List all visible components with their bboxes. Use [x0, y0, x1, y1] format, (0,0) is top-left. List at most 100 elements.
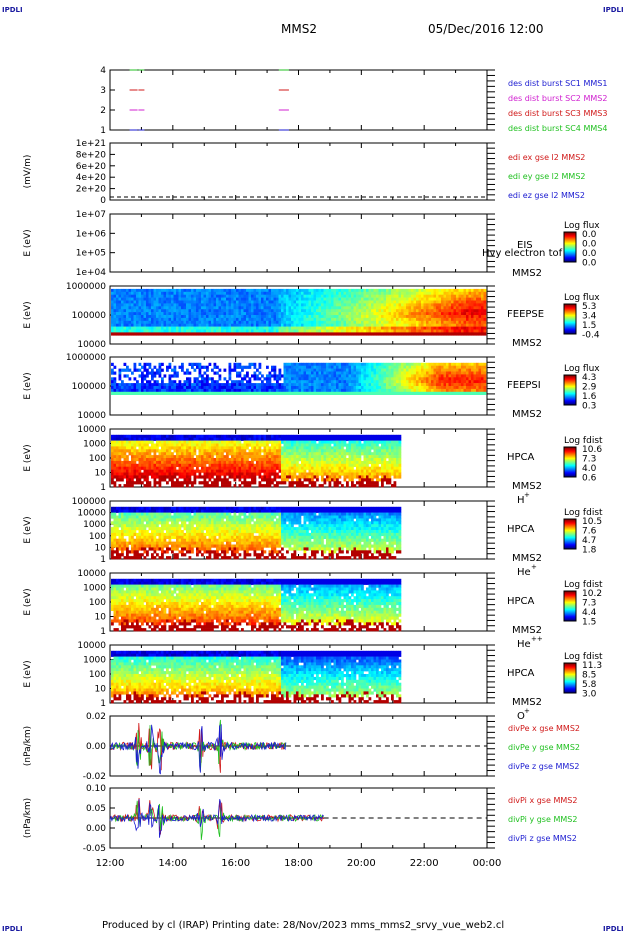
colorbar-strip: [564, 239, 576, 241]
colorbar-strip: [564, 379, 576, 381]
legend-divpi-1: divPi x gse MMS2: [508, 796, 577, 805]
spacecraft-label-eis: MMS2: [512, 268, 542, 279]
colorbar-tick-eis: 0.0: [582, 240, 597, 250]
colorbar-strip: [564, 472, 576, 474]
colorbar-tick-hpca_h: 0.6: [582, 474, 597, 484]
colorbar-strip: [564, 466, 576, 468]
colorbar-strip: [564, 675, 576, 677]
colorbar-strip: [564, 604, 576, 606]
colorbar-tick-hpca_he: 7.6: [582, 527, 597, 537]
spacecraft-title: MMS2: [281, 22, 317, 36]
ytick-label-hpca_h: 10: [95, 469, 107, 479]
colorbar-strip: [564, 240, 576, 242]
colorbar-strip: [564, 447, 576, 449]
corner-label-tl: IPDLI: [2, 6, 23, 14]
colorbar-strip: [564, 456, 576, 458]
colorbar-strip: [564, 236, 576, 238]
colorbar-strip: [564, 542, 576, 544]
colorbar-strip: [564, 232, 576, 234]
colorbar-strip: [564, 310, 576, 312]
colorbar-tick-hpca_hepp: 4.4: [582, 608, 597, 618]
colorbar-frame-hpca_he: [563, 518, 577, 550]
colorbar-tick-feepsi: 2.9: [582, 383, 597, 393]
colorbar-strip: [564, 457, 576, 459]
ylabel-hpca_he: E (eV): [23, 516, 33, 543]
colorbar-strip: [564, 306, 576, 308]
legend-divpi-2: divPi y gse MMS2: [508, 815, 577, 824]
colorbar-tick-hpca_hepp: 1.5: [582, 618, 596, 628]
colorbar-strip: [564, 595, 576, 597]
ytick-label-hpca_he: 10: [95, 543, 107, 553]
ytick-label-divpi: 0.00: [86, 824, 106, 834]
colorbar-strip: [564, 242, 576, 244]
colorbar-strip: [564, 257, 576, 259]
colorbar-strip: [564, 403, 576, 405]
colorbar-strip: [564, 469, 576, 471]
colorbar-tick-hpca_o: 11.3: [582, 661, 602, 671]
ytick-label-feepse: 10000: [77, 340, 106, 350]
colorbar-strip: [564, 541, 576, 543]
colorbar-strip: [564, 313, 576, 315]
ytick-label-hpca_h: 1000: [83, 440, 106, 450]
colorbar-hpca_he: [564, 519, 576, 550]
ytick-label-hpca_h: 100: [89, 454, 106, 464]
colorbar-strip: [564, 391, 576, 393]
colorbar-frame-feepse: [563, 303, 577, 335]
colorbar-tick-eis: 0.0: [582, 259, 597, 269]
colorbar-strip: [564, 400, 576, 402]
colorbar-strip: [564, 618, 576, 620]
colorbar-strip: [564, 599, 576, 601]
colorbar-strip: [564, 467, 576, 469]
ytick-label-feepsi: 100000: [72, 382, 107, 392]
ytick-label-hpca_hepp: 10: [95, 613, 107, 623]
colorbar-strip: [564, 380, 576, 382]
ytick-label-hpca_he: 100000: [72, 497, 107, 507]
colorbar-strip: [564, 615, 576, 617]
colorbar-strip: [564, 673, 576, 675]
ylabel-hpca_h: E (eV): [23, 444, 33, 471]
colorbar-tick-feepsi: 4.3: [582, 373, 596, 383]
colorbar-label-hpca_he: Log fdist: [564, 508, 603, 518]
ytick-label-divpi: -0.05: [83, 844, 106, 854]
colorbar-strip: [564, 250, 576, 252]
colorbar-strip: [564, 387, 576, 389]
colorbar-strip: [564, 248, 576, 250]
spacecraft-label-feepse: MMS2: [512, 338, 542, 349]
colorbar-strip: [564, 522, 576, 524]
spacecraft-label-feepsi: MMS2: [512, 409, 542, 420]
species-label-hpca_o: O: [517, 711, 525, 722]
colorbar-strip: [564, 681, 576, 683]
colorbar-strip: [564, 593, 576, 595]
colorbar-strip: [564, 475, 576, 477]
colorbar-label-feepse: Log flux: [564, 293, 600, 303]
corner-label-bl: IPDLI: [2, 925, 23, 933]
colorbar-strip: [564, 666, 576, 668]
colorbar-tick-hpca_he: 1.8: [582, 546, 597, 556]
colorbar-strip: [564, 249, 576, 251]
ylabel-divpe: (nPa/km): [23, 726, 33, 766]
colorbar-label-feepsi: Log flux: [564, 364, 600, 374]
spectrogram-feepse: [111, 288, 487, 336]
colorbar-strip: [564, 668, 576, 670]
colorbar-strip: [564, 609, 576, 611]
colorbar-strip: [564, 606, 576, 608]
colorbar-tick-hpca_h: 4.0: [582, 464, 597, 474]
colorbar-strip: [564, 309, 576, 311]
panel-frame-eis: [109, 213, 488, 273]
corner-label-br: IPDLI: [603, 925, 624, 933]
colorbar-frame-feepsi: [563, 374, 577, 406]
ytick-label-hpca_o: 10: [95, 685, 107, 695]
colorbar-strip: [564, 612, 576, 614]
ytick-label-feepsi: 1000000: [66, 353, 106, 363]
ytick-label-hpca_o: 100: [89, 670, 106, 680]
colorbar-strip: [564, 460, 576, 462]
colorbar-strip: [564, 311, 576, 313]
colorbar-strip: [564, 669, 576, 671]
colorbar-tick-hpca_he: 4.7: [582, 536, 596, 546]
colorbar-strip: [564, 616, 576, 618]
colorbar-strip: [564, 237, 576, 239]
legend-burst-2: des dist burst SC2 MMS2: [508, 94, 607, 103]
colorbar-strip: [564, 608, 576, 610]
colorbar-strip: [564, 233, 576, 235]
legend-burst-3: des dist burst SC3 MMS3: [508, 109, 607, 118]
